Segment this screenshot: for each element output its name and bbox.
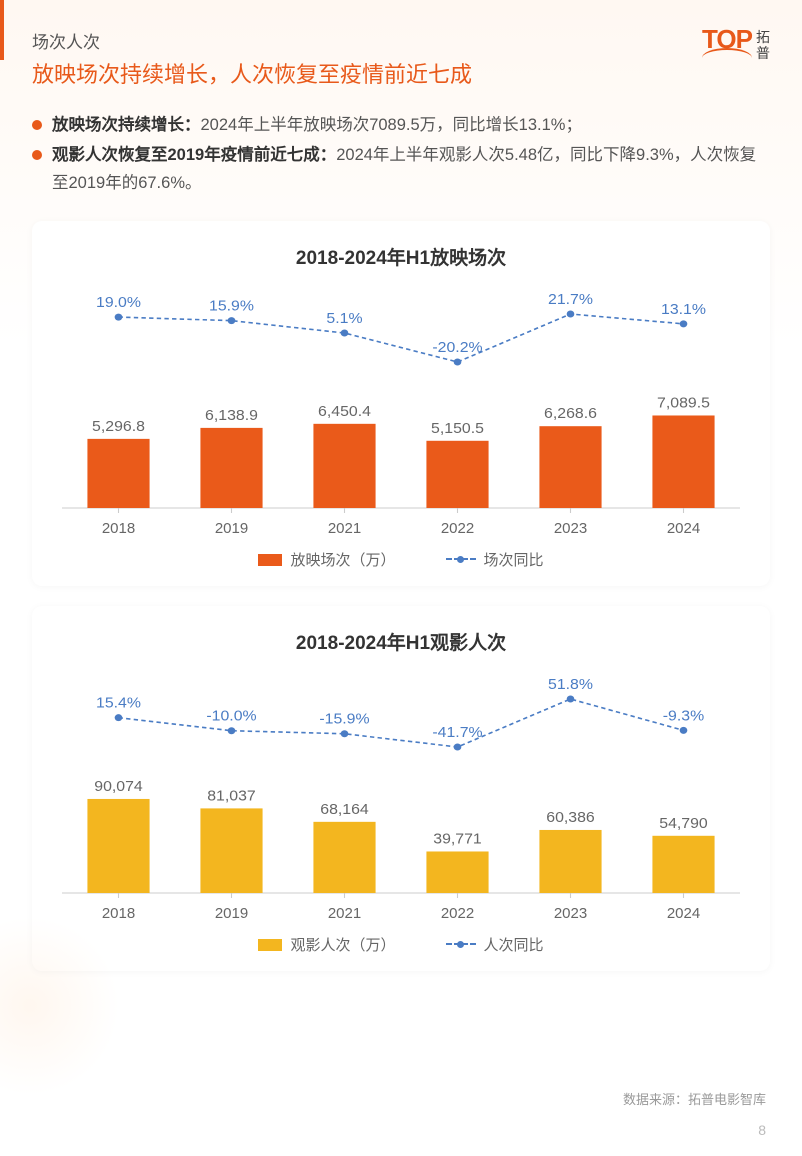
x-axis-2: 2018 2019 2021 2022 2023 2024 [62, 905, 740, 922]
x-axis-label: 2018 [102, 520, 135, 537]
bullet-dot-icon [32, 150, 42, 160]
chart-svg-1: 5,296.8 6,138.9 6,450.4 5,150.5 6,268.6 7,089… [62, 284, 740, 514]
svg-text:68,164: 68,164 [320, 802, 368, 818]
page-title: 放映场次持续增长，人次恢复至疫情前近七成 [32, 57, 770, 89]
legend-bar-item: 观影人次（万） [258, 934, 395, 955]
legend-line-label: 场次同比 [484, 549, 544, 570]
logo-text: TOP [702, 28, 752, 50]
svg-text:19.0%: 19.0% [96, 295, 141, 311]
logo-arch-icon [702, 48, 752, 62]
legend-bar-swatch [258, 554, 282, 566]
x-axis-label: 2021 [328, 905, 361, 922]
legend-line-label: 人次同比 [484, 934, 544, 955]
header: 场次人次 放映场次持续增长，人次恢复至疫情前近七成 TOP 拓 普 [32, 28, 770, 89]
svg-text:7,089.5: 7,089.5 [657, 395, 710, 411]
x-axis-label: 2023 [554, 905, 587, 922]
x-axis-label: 2024 [667, 520, 700, 537]
legend-bar-label: 观影人次（万） [290, 934, 395, 955]
logo-cn-2: 普 [756, 45, 770, 61]
legend-bar-label: 放映场次（万） [290, 549, 395, 570]
svg-text:-9.3%: -9.3% [663, 708, 704, 724]
legend-2: 观影人次（万） 人次同比 [62, 934, 740, 955]
bullet-list: 放映场次持续增长：2024年上半年放映场次7089.5万，同比增长13.1%； … [32, 111, 770, 197]
chart-title: 2018-2024年H1观影人次 [62, 628, 740, 655]
legend-1: 放映场次（万） 场次同比 [62, 549, 740, 570]
legend-bar-swatch [258, 939, 282, 951]
svg-text:90,074: 90,074 [94, 779, 142, 795]
x-axis-label: 2019 [215, 905, 248, 922]
x-axis-label: 2018 [102, 905, 135, 922]
bullet-bold: 放映场次持续增长： [52, 116, 201, 134]
svg-text:54,790: 54,790 [659, 816, 707, 832]
x-axis-label: 2019 [215, 520, 248, 537]
bullet-dot-icon [32, 120, 42, 130]
svg-text:5,296.8: 5,296.8 [92, 419, 145, 435]
legend-bar-item: 放映场次（万） [258, 549, 395, 570]
svg-text:6,138.9: 6,138.9 [205, 408, 258, 424]
bullet-bold: 观影人次恢复至2019年疫情前近七成： [52, 146, 336, 164]
logo-cn-1: 拓 [756, 29, 770, 45]
svg-text:6,450.4: 6,450.4 [318, 404, 371, 420]
svg-text:13.1%: 13.1% [661, 302, 706, 318]
bullet-text: 2024年上半年放映场次7089.5万，同比增长13.1%； [201, 116, 582, 134]
svg-text:81,037: 81,037 [207, 788, 255, 804]
page-subtitle: 场次人次 [32, 28, 770, 53]
bullet-item: 观影人次恢复至2019年疫情前近七成：2024年上半年观影人次5.48亿，同比下… [32, 141, 770, 197]
bullet-item: 放映场次持续增长：2024年上半年放映场次7089.5万，同比增长13.1%； [32, 111, 770, 139]
svg-text:-20.2%: -20.2% [432, 340, 482, 356]
svg-text:5.1%: 5.1% [326, 311, 362, 327]
x-axis-label: 2021 [328, 520, 361, 537]
svg-text:21.7%: 21.7% [548, 292, 593, 308]
legend-line-swatch [446, 944, 476, 946]
svg-text:15.4%: 15.4% [96, 695, 141, 711]
x-axis-label: 2022 [441, 520, 474, 537]
chart-title: 2018-2024年H1放映场次 [62, 243, 740, 270]
chart-card-1: 2018-2024年H1放映场次 5,296.86,138.96,450.45,… [32, 221, 770, 586]
svg-text:-10.0%: -10.0% [206, 708, 256, 724]
chart-area-1: 5,296.8 6,138.9 6,450.4 5,150.5 6,268.6 7,089… [62, 284, 740, 514]
svg-text:6,268.6: 6,268.6 [544, 406, 597, 422]
x-axis-label: 2024 [667, 905, 700, 922]
legend-line-item: 人次同比 [446, 934, 544, 955]
page-number: 8 [758, 1122, 766, 1138]
x-axis-1: 2018 2019 2021 2022 2023 2024 [62, 520, 740, 537]
accent-bar [0, 0, 4, 60]
svg-text:15.9%: 15.9% [209, 298, 254, 314]
chart-card-2: 2018-2024年H1观影人次 90,074 81,037 68,164 39,77… [32, 606, 770, 971]
svg-text:-41.7%: -41.7% [432, 725, 482, 741]
svg-text:5,150.5: 5,150.5 [431, 421, 484, 437]
chart-area-2: 90,074 81,037 68,164 39,771 60,386 54,790 15.4… [62, 669, 740, 899]
chart-svg-2: 90,074 81,037 68,164 39,771 60,386 54,790 15.4… [62, 669, 740, 899]
logo: TOP 拓 普 [702, 28, 770, 62]
svg-text:60,386: 60,386 [546, 810, 594, 826]
x-axis-label: 2022 [441, 905, 474, 922]
legend-line-item: 场次同比 [446, 549, 544, 570]
x-axis-label: 2023 [554, 520, 587, 537]
legend-line-swatch [446, 559, 476, 561]
svg-text:51.8%: 51.8% [548, 677, 593, 693]
svg-text:-15.9%: -15.9% [319, 711, 369, 727]
svg-text:39,771: 39,771 [433, 831, 481, 847]
data-source: 数据来源：拓普电影智库 [623, 1089, 766, 1108]
